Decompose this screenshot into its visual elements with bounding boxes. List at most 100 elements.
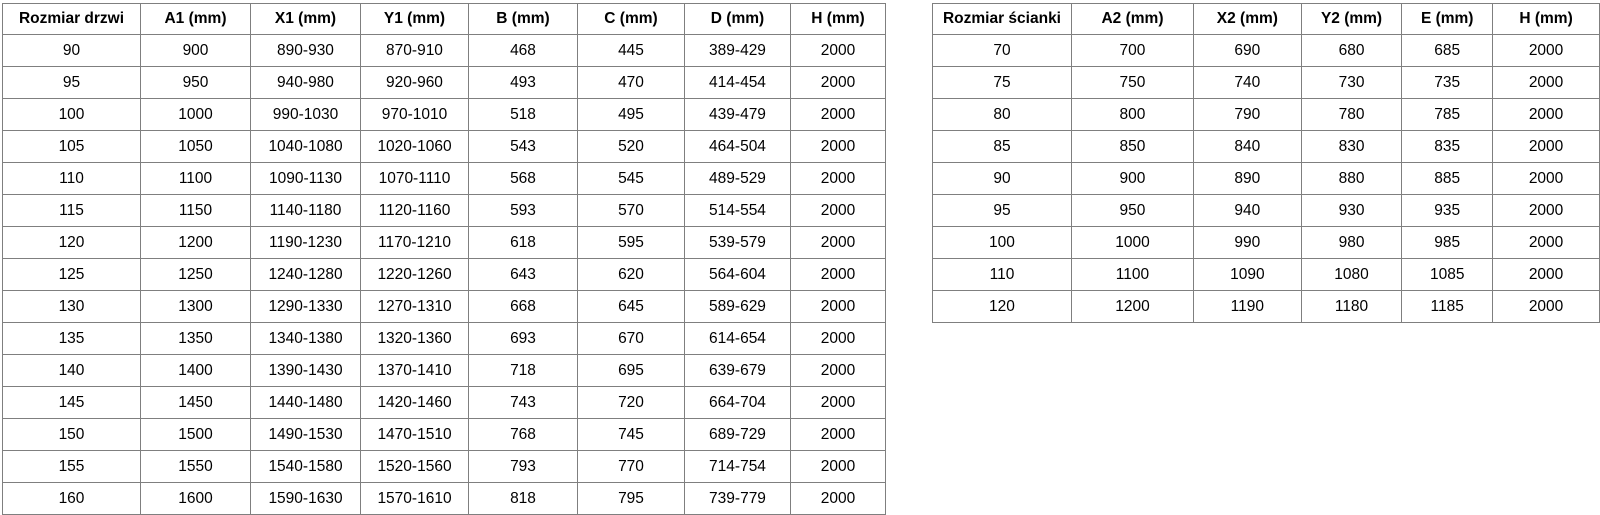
door-cell: 2000 [790,354,886,387]
door-cell: 1440-1480 [250,386,361,419]
wall-cell: 1190 [1192,290,1302,323]
door-cell: 130 [2,290,141,323]
wall-cell: 100 [932,226,1072,259]
door-cell: 489-529 [684,162,791,195]
door-cell: 1450 [140,386,251,419]
wall-cell: 930 [1300,194,1403,227]
wall-cell: 950 [1070,194,1194,227]
door-cell: 1240-1280 [250,258,361,291]
wall-cell: 95 [932,194,1072,227]
door-cell: 689-729 [684,418,791,451]
door-cell: 1300 [140,290,251,323]
door-column-header: C (mm) [577,3,685,35]
wall-cell: 750 [1070,66,1194,99]
wall-cell: 785 [1401,98,1494,131]
wall-cell: 1200 [1070,290,1194,323]
door-cell: 160 [2,482,141,515]
door-cell: 1420-1460 [360,386,469,419]
wall-cell: 120 [932,290,1072,323]
wall-cell: 2000 [1492,66,1600,99]
door-cell: 1540-1580 [250,450,361,483]
door-cell: 614-654 [684,322,791,355]
table-row: 125 1250 1240-1280 1220-1260 643 620 564-604 20… [2,258,886,291]
wall-cell: 690 [1192,34,1302,67]
door-cell: 470 [577,66,685,99]
wall-cell: 680 [1300,34,1403,67]
wall-cell: 2000 [1492,194,1600,227]
door-cell: 1020-1060 [360,130,469,163]
door-cell: 695 [577,354,685,387]
door-cell: 1350 [140,322,251,355]
wall-cell: 80 [932,98,1072,131]
door-cell: 464-504 [684,130,791,163]
door-cell: 140 [2,354,141,387]
door-cell: 2000 [790,34,886,67]
table-row: 105 1050 1040-1080 1020-1060 543 520 464-504 20… [2,130,886,163]
wall-column-header: X2 (mm) [1192,3,1302,35]
door-cell: 2000 [790,290,886,323]
table-header-row: Rozmiar drzwi A1 (mm) X1 (mm) Y1 (mm) B (mm)… [2,3,886,35]
door-cell: 618 [468,226,578,259]
wall-cell: 885 [1401,162,1494,195]
table-row: 110 1100 1090 1080 1085 2000 [932,258,1600,291]
wall-cell: 2000 [1492,34,1600,67]
door-cell: 643 [468,258,578,291]
table-row: 115 1150 1140-1180 1120-1160 593 570 514-554 20… [2,194,886,227]
wall-cell: 1085 [1401,258,1494,291]
door-cell: 870-910 [360,34,469,67]
table-row: 150 1500 1490-1530 1470-1510 768 745 689-729 20… [2,418,886,451]
door-cell: 95 [2,66,141,99]
door-cell: 155 [2,450,141,483]
door-cell: 2000 [790,98,886,131]
door-cell: 2000 [790,194,886,227]
table-row: 75 750 740 730 735 2000 [932,66,1600,99]
door-cell: 543 [468,130,578,163]
door-cell: 589-629 [684,290,791,323]
door-cell: 520 [577,130,685,163]
door-cell: 545 [577,162,685,195]
door-cell: 1500 [140,418,251,451]
door-cell: 795 [577,482,685,515]
door-cell: 714-754 [684,450,791,483]
door-column-header: A1 (mm) [140,3,251,35]
door-cell: 495 [577,98,685,131]
door-cell: 818 [468,482,578,515]
door-cell: 1000 [140,98,251,131]
door-cell: 1190-1230 [250,226,361,259]
door-cell: 1520-1560 [360,450,469,483]
wall-cell: 685 [1401,34,1494,67]
door-cell: 768 [468,418,578,451]
door-column-header: D (mm) [684,3,791,35]
door-cell: 570 [577,194,685,227]
door-cell: 2000 [790,386,886,419]
wall-column-header: Rozmiar ścianki [932,3,1072,35]
door-cell: 1150 [140,194,251,227]
door-cell: 693 [468,322,578,355]
table-row: 80 800 790 780 785 2000 [932,98,1600,131]
wall-cell: 800 [1070,98,1194,131]
wall-column-header: Y2 (mm) [1300,3,1403,35]
door-cell: 110 [2,162,141,195]
door-cell: 2000 [790,418,886,451]
wall-cell: 1000 [1070,226,1194,259]
table-row: 70 700 690 680 685 2000 [932,34,1600,67]
wall-cell: 835 [1401,130,1494,163]
wall-cell: 790 [1192,98,1302,131]
door-cell: 445 [577,34,685,67]
door-column-header: B (mm) [468,3,578,35]
door-cell: 1340-1380 [250,322,361,355]
door-cell: 1100 [140,162,251,195]
door-cell: 2000 [790,258,886,291]
door-table-body: 90 900 890-930 870-910 468 445 389-429 2000 95 95… [2,34,886,515]
table-row: 90 900 890 880 885 2000 [932,162,1600,195]
door-cell: 105 [2,130,141,163]
door-cell: 439-479 [684,98,791,131]
table-header-row: Rozmiar ścianki A2 (mm) X2 (mm) Y2 (mm) E (m… [932,3,1600,35]
door-cell: 1490-1530 [250,418,361,451]
door-cell: 1290-1330 [250,290,361,323]
door-cell: 1570-1610 [360,482,469,515]
wall-cell: 840 [1192,130,1302,163]
door-cell: 645 [577,290,685,323]
door-cell: 1070-1110 [360,162,469,195]
wall-cell: 735 [1401,66,1494,99]
